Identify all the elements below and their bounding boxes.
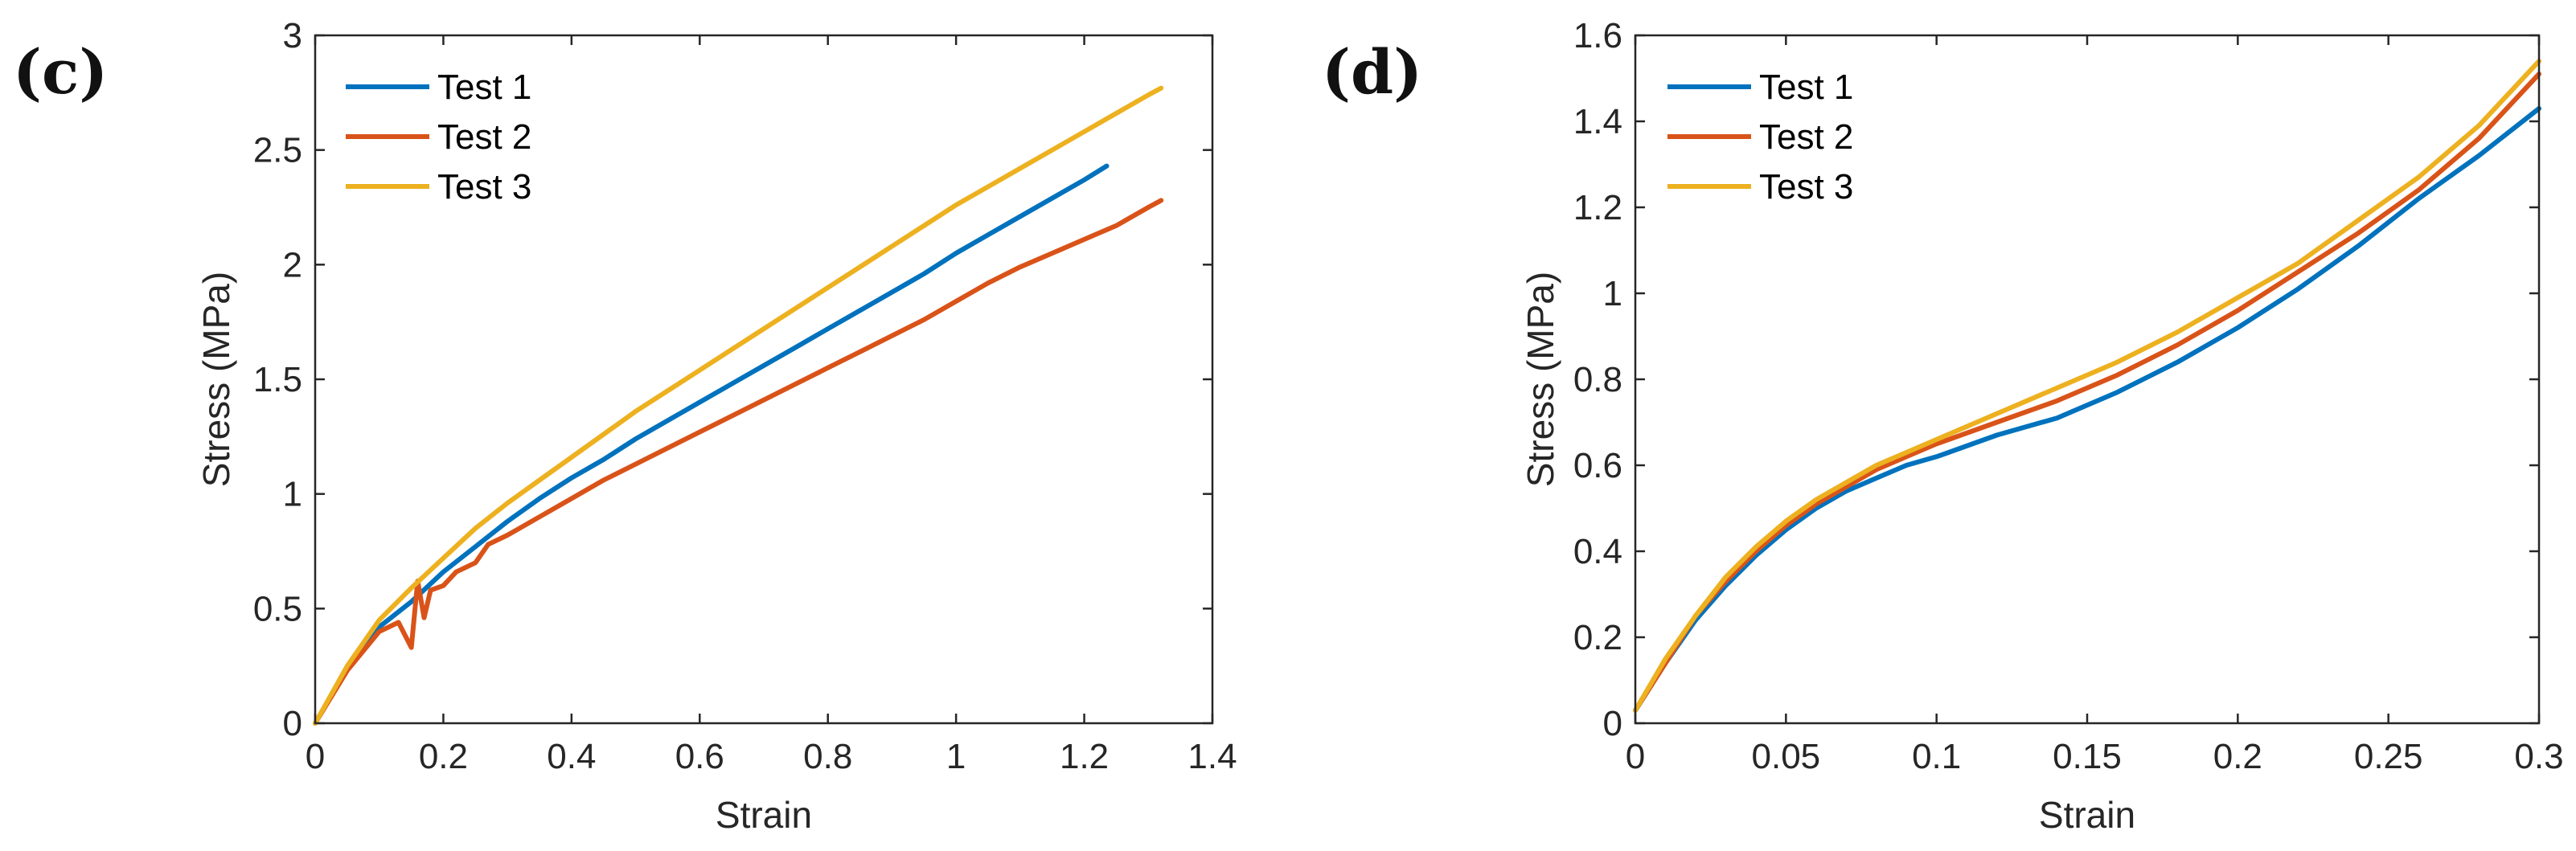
x-tick-label-d: 0.05 — [1752, 737, 1821, 776]
y-tick-label-d: 0.8 — [1573, 360, 1622, 399]
y-axis-label-d: Stress (MPa) — [1520, 272, 1561, 487]
x-tick-label-d: 0.3 — [2514, 737, 2563, 776]
chart-panel-d: (d) 0 0.05 0.1 0.15 0.2 0.25 0.3 0 0.2 0.4 0.6 0.8 1… — [1322, 16, 2564, 836]
legend-label-c: Test 3 — [437, 167, 531, 207]
y-tick-label-d: 0 — [1603, 704, 1622, 743]
y-axis-label-c: Stress (MPa) — [195, 272, 237, 487]
x-tick-label-d: 0 — [1626, 737, 1645, 776]
legend-label-d: Test 2 — [1759, 117, 1853, 157]
y-tick-label-d: 1 — [1603, 274, 1622, 313]
x-tick-label-c: 0.6 — [675, 737, 724, 776]
x-tick-label-d: 0.25 — [2354, 737, 2423, 776]
panel-label-c: (c) — [13, 36, 108, 108]
x-tick-label-c: 0.8 — [803, 737, 852, 776]
legend-label-c: Test 2 — [437, 117, 531, 157]
series-line-test-2-c — [315, 200, 1161, 723]
plot-area-d: 0 0.05 0.1 0.15 0.2 0.25 0.3 0 0.2 0.4 0.6 0.8 1 1.2 1… — [1573, 16, 2564, 776]
panel-label-d: (d) — [1322, 36, 1422, 108]
y-tick-label-d: 0.2 — [1573, 618, 1622, 657]
x-tick-label-d: 0.1 — [1912, 737, 1961, 776]
y-tick-label-d: 1.4 — [1573, 102, 1622, 141]
y-tick-label-c: 1.5 — [253, 360, 302, 399]
y-tick-label-d: 1.6 — [1573, 16, 1622, 55]
legend-label-c: Test 1 — [437, 68, 531, 107]
figure: (c) 0 0.2 0.4 0.6 0.8 1 1.2 1.4 0 0.5 1 1.5 2 2.5 3 St… — [0, 0, 2576, 851]
y-tick-label-c: 1 — [283, 475, 302, 514]
x-tick-label-c: 1.4 — [1188, 737, 1237, 776]
y-tick-label-c: 0 — [283, 704, 302, 743]
x-tick-label-c: 0.2 — [419, 737, 468, 776]
x-tick-label-c: 1.2 — [1060, 737, 1109, 776]
x-tick-label-c: 0.4 — [547, 737, 596, 776]
legend-d: Test 1 Test 2 Test 3 — [1667, 68, 1853, 207]
chart-panel-c: (c) 0 0.2 0.4 0.6 0.8 1 1.2 1.4 0 0.5 1 1.5 2 2.5 3 St… — [13, 16, 1237, 836]
series-line-test-1-c — [315, 166, 1107, 723]
x-tick-label-c: 1 — [946, 737, 966, 776]
y-tick-label-c: 2 — [283, 245, 302, 284]
y-tick-label-d: 0.4 — [1573, 532, 1622, 571]
y-tick-label-d: 0.6 — [1573, 446, 1622, 485]
legend-label-d: Test 1 — [1759, 68, 1853, 107]
x-tick-label-d: 0.15 — [2053, 737, 2122, 776]
y-tick-label-c: 3 — [283, 16, 302, 55]
y-tick-label-d: 1.2 — [1573, 188, 1622, 227]
x-axis-label-d: Strain — [2039, 794, 2135, 836]
y-tick-label-c: 0.5 — [253, 589, 302, 628]
legend-c: Test 1 Test 2 Test 3 — [346, 68, 531, 207]
x-tick-label-c: 0 — [306, 737, 325, 776]
x-tick-label-d: 0.2 — [2213, 737, 2262, 776]
x-axis-label-c: Strain — [716, 794, 812, 836]
legend-label-d: Test 3 — [1759, 167, 1853, 207]
plot-area-c: 0 0.2 0.4 0.6 0.8 1 1.2 1.4 0 0.5 1 1.5 2 2.5 3 — [253, 16, 1237, 776]
y-tick-label-c: 2.5 — [253, 131, 302, 170]
